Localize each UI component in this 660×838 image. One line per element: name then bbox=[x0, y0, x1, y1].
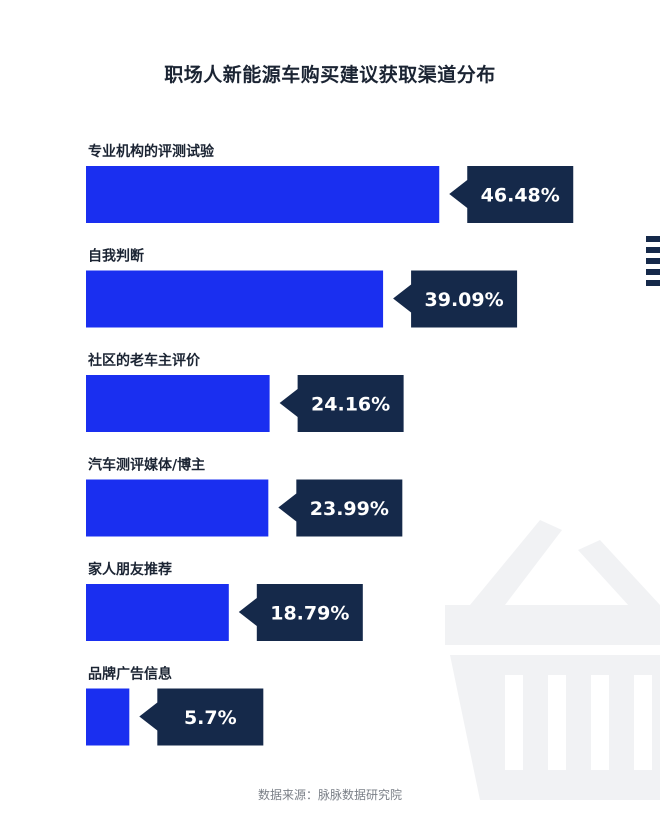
stripe bbox=[646, 280, 660, 286]
bar bbox=[86, 584, 229, 641]
category-label: 汽车测评媒体/博主 bbox=[88, 457, 205, 474]
value-label-box bbox=[393, 270, 518, 328]
bar-row: 汽车测评媒体/博主 23.99% bbox=[86, 457, 403, 537]
category-label: 专业机构的评测试验 bbox=[88, 143, 215, 160]
value-label: 39.09% bbox=[425, 289, 504, 311]
stripe bbox=[646, 258, 660, 264]
chart-title: 职场人新能源车购买建议获取渠道分布 bbox=[164, 64, 496, 86]
value-label: 23.99% bbox=[310, 498, 389, 520]
stripe bbox=[646, 269, 660, 275]
bar-row: 专业机构的评测试验 46.48% bbox=[86, 143, 574, 223]
bar bbox=[86, 375, 270, 432]
data-source-note: 数据来源：脉脉数据研究院 bbox=[257, 788, 402, 802]
bar-row: 自我判断 39.09% bbox=[86, 248, 518, 328]
category-label: 社区的老车主评价 bbox=[87, 352, 201, 369]
category-label: 家人朋友推荐 bbox=[88, 561, 172, 578]
bar-row: 家人朋友推荐 18.79% bbox=[86, 561, 363, 641]
bar bbox=[86, 166, 440, 223]
category-label: 自我判断 bbox=[88, 248, 144, 265]
value-label: 18.79% bbox=[270, 603, 349, 625]
stripe bbox=[646, 247, 660, 253]
value-label-box bbox=[449, 166, 574, 223]
bar bbox=[86, 688, 130, 746]
decorative-stripes bbox=[646, 236, 660, 286]
category-label: 品牌广告信息 bbox=[88, 666, 172, 683]
value-label-box bbox=[278, 479, 403, 537]
value-label: 24.16% bbox=[311, 394, 390, 416]
value-label-box bbox=[279, 375, 404, 432]
bar bbox=[86, 270, 384, 328]
value-label-box bbox=[238, 584, 363, 641]
bar bbox=[86, 479, 269, 537]
bar-row: 品牌广告信息 5.7% bbox=[86, 666, 264, 746]
value-label-box bbox=[139, 688, 264, 746]
bar-row: 社区的老车主评价 24.16% bbox=[86, 352, 404, 432]
value-label: 5.7% bbox=[184, 707, 237, 729]
value-label: 46.48% bbox=[481, 185, 560, 207]
stripe bbox=[646, 236, 660, 242]
